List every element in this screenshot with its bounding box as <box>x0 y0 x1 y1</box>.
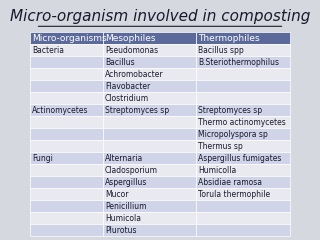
Bar <box>103 212 196 224</box>
Bar <box>196 212 290 224</box>
Bar <box>103 44 196 56</box>
Text: Mucor: Mucor <box>105 190 128 199</box>
Text: Cladosporium: Cladosporium <box>105 166 158 175</box>
Bar <box>103 32 196 44</box>
Bar <box>30 140 103 152</box>
Text: Humicolla: Humicolla <box>198 166 236 175</box>
Text: Aspergillus: Aspergillus <box>105 178 147 187</box>
Text: Thermo actinomycetes: Thermo actinomycetes <box>198 118 286 127</box>
Bar <box>196 32 290 44</box>
Bar <box>103 92 196 104</box>
Bar <box>30 164 103 176</box>
Bar <box>30 116 103 128</box>
Bar <box>103 104 196 116</box>
Text: Fungi: Fungi <box>32 154 53 163</box>
Text: Flavobacter: Flavobacter <box>105 82 150 91</box>
Bar <box>196 44 290 56</box>
Bar <box>30 80 103 92</box>
Text: Micro-organism involved in composting: Micro-organism involved in composting <box>10 8 310 24</box>
Bar <box>196 152 290 164</box>
Text: Humicola: Humicola <box>105 214 141 223</box>
Bar <box>103 80 196 92</box>
Bar <box>30 212 103 224</box>
Text: Plurotus: Plurotus <box>105 226 136 235</box>
Text: Aspergillus fumigates: Aspergillus fumigates <box>198 154 282 163</box>
Bar <box>30 56 103 68</box>
Bar <box>30 176 103 188</box>
Bar <box>30 224 103 236</box>
Bar <box>196 116 290 128</box>
Bar <box>30 188 103 200</box>
Bar <box>103 152 196 164</box>
Bar <box>103 128 196 140</box>
Text: Achromobacter: Achromobacter <box>105 70 164 79</box>
Bar <box>103 140 196 152</box>
Text: Mesophiles: Mesophiles <box>105 34 155 43</box>
Bar <box>196 104 290 116</box>
Text: Bacteria: Bacteria <box>32 46 64 55</box>
Text: Bacillus spp: Bacillus spp <box>198 46 244 55</box>
Text: Actinomycetes: Actinomycetes <box>32 106 89 115</box>
Bar <box>196 164 290 176</box>
Bar <box>103 116 196 128</box>
Text: Micropolyspora sp: Micropolyspora sp <box>198 130 268 139</box>
Bar <box>103 56 196 68</box>
Bar <box>30 32 103 44</box>
Bar <box>30 92 103 104</box>
Bar <box>196 224 290 236</box>
Bar <box>196 128 290 140</box>
Text: Clostridium: Clostridium <box>105 94 149 103</box>
Bar <box>196 68 290 80</box>
Bar <box>196 80 290 92</box>
Bar <box>103 224 196 236</box>
Text: Torula thermophile: Torula thermophile <box>198 190 270 199</box>
Text: Penicillium: Penicillium <box>105 202 146 211</box>
Bar <box>30 200 103 212</box>
Bar <box>103 68 196 80</box>
Text: Streptomyces sp: Streptomyces sp <box>105 106 169 115</box>
Bar <box>30 128 103 140</box>
Bar <box>30 68 103 80</box>
Bar <box>103 200 196 212</box>
Bar <box>30 104 103 116</box>
Bar <box>196 140 290 152</box>
Bar <box>103 188 196 200</box>
Bar <box>196 176 290 188</box>
Bar <box>196 56 290 68</box>
Text: Micro-organisms: Micro-organisms <box>32 34 107 43</box>
Text: Thermophiles: Thermophiles <box>198 34 260 43</box>
Text: Streptomyces sp: Streptomyces sp <box>198 106 262 115</box>
Bar <box>103 164 196 176</box>
Bar <box>30 152 103 164</box>
Text: Absidiae ramosa: Absidiae ramosa <box>198 178 262 187</box>
Bar <box>103 176 196 188</box>
Text: Alternaria: Alternaria <box>105 154 143 163</box>
Text: Pseudomonas: Pseudomonas <box>105 46 158 55</box>
Text: Thermus sp: Thermus sp <box>198 142 243 151</box>
Text: Bacillus: Bacillus <box>105 58 134 67</box>
Bar <box>196 200 290 212</box>
Text: B.Steriothermophilus: B.Steriothermophilus <box>198 58 279 67</box>
Bar <box>30 44 103 56</box>
Bar <box>196 188 290 200</box>
Bar <box>196 92 290 104</box>
